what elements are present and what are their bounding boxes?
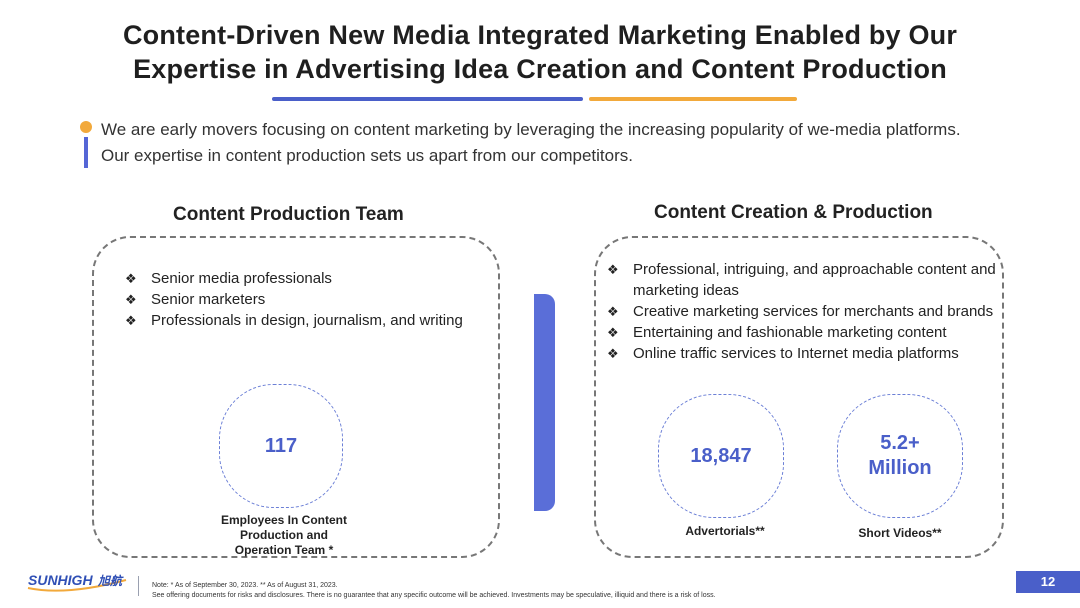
advertorials-stat-caption: Advertorials** (685, 524, 765, 538)
logo-cjk-text: 旭航 (97, 574, 124, 588)
title-underline-blue (272, 97, 583, 101)
short-videos-stat-value: 5.2+ (880, 432, 920, 454)
employees-stat-value: 117 (264, 434, 298, 457)
bullet-text: Professional, intriguing, and approachab… (633, 261, 996, 299)
diamond-bullet-icon: ❖ (607, 346, 619, 361)
caption-line: Production and (240, 528, 328, 542)
slide-title-line-1: Content-Driven New Media Integrated Mark… (122, 20, 958, 50)
footer-note-line-2: See offering documents for risks and dis… (152, 592, 716, 599)
bullet-text: Entertaining and fashionable marketing c… (633, 324, 947, 341)
content-production-team-panel (92, 236, 500, 558)
list-item: ❖ Senior marketers (125, 289, 495, 310)
diamond-bullet-icon: ❖ (607, 304, 619, 319)
left-column-heading: Content Production Team (173, 204, 404, 225)
intro-accent-bar (84, 137, 88, 168)
footer-divider (138, 576, 139, 596)
advertorials-stat-value: 18,847 (690, 444, 752, 467)
bullet-text: Senior marketers (151, 291, 266, 308)
employees-stat-circle: 117 (219, 384, 343, 508)
short-videos-stat-caption: Short Videos** (858, 526, 942, 540)
list-item: ❖ Professional, intriguing, and approacha… (607, 259, 997, 301)
short-videos-stat-unit: Million (868, 457, 932, 479)
caption-line: Employees In Content (220, 513, 348, 527)
footer-note-line-1: Note: * As of September 30, 2023. ** As … (152, 582, 338, 589)
short-videos-stat-circle: 5.2+ Million (837, 394, 963, 518)
diamond-bullet-icon: ❖ (125, 271, 137, 286)
sunhigh-logo: SUNHIGH 旭航 (27, 572, 127, 592)
diamond-bullet-icon: ❖ (125, 313, 137, 328)
intro-text: We are early movers focusing on content … (101, 117, 1061, 169)
intro-line-1: We are early movers focusing on content … (101, 120, 961, 139)
center-connector-bar (534, 294, 555, 511)
diamond-bullet-icon: ❖ (607, 325, 619, 340)
slide-title: Content-Driven New Media Integrated Mark… (20, 18, 1060, 86)
bullet-text: Professionals in design, journalism, and… (151, 312, 463, 329)
caption-line: Operation Team * (234, 543, 334, 557)
bullet-text: Online traffic services to Internet medi… (633, 345, 959, 362)
list-item: ❖ Professionals in design, journalism, an… (125, 310, 495, 331)
bullet-text: Senior media professionals (151, 270, 332, 287)
slide-title-line-2: Expertise in Advertising Idea Creation a… (133, 54, 947, 84)
content-creation-panel (594, 236, 1004, 558)
title-underline-orange (589, 97, 797, 101)
list-item: ❖ Online traffic services to Internet med… (607, 343, 997, 364)
right-bullet-list: ❖ Professional, intriguing, and approacha… (607, 259, 997, 364)
list-item: ❖ Creative marketing services for merchan… (607, 301, 997, 322)
diamond-bullet-icon: ❖ (125, 292, 137, 307)
page-number: 12 (1016, 571, 1080, 593)
logo-text: SUNHIGH (28, 572, 93, 588)
employees-stat-caption: Employees In Content Production and Oper… (200, 513, 368, 558)
advertorials-stat-circle: 18,847 (658, 394, 784, 518)
right-column-heading: Content Creation & Production (654, 202, 933, 223)
footer-note: Note: * As of September 30, 2023. ** As … (152, 581, 716, 601)
intro-line-2: Our expertise in content production sets… (101, 146, 633, 165)
list-item: ❖ Entertaining and fashionable marketing … (607, 322, 997, 343)
bullet-text: Creative marketing services for merchant… (633, 303, 994, 320)
intro-dot-icon (80, 121, 92, 133)
list-item: ❖ Senior media professionals (125, 268, 495, 289)
left-bullet-list: ❖ Senior media professionals ❖ Senior mark… (125, 268, 495, 331)
diamond-bullet-icon: ❖ (607, 262, 619, 277)
